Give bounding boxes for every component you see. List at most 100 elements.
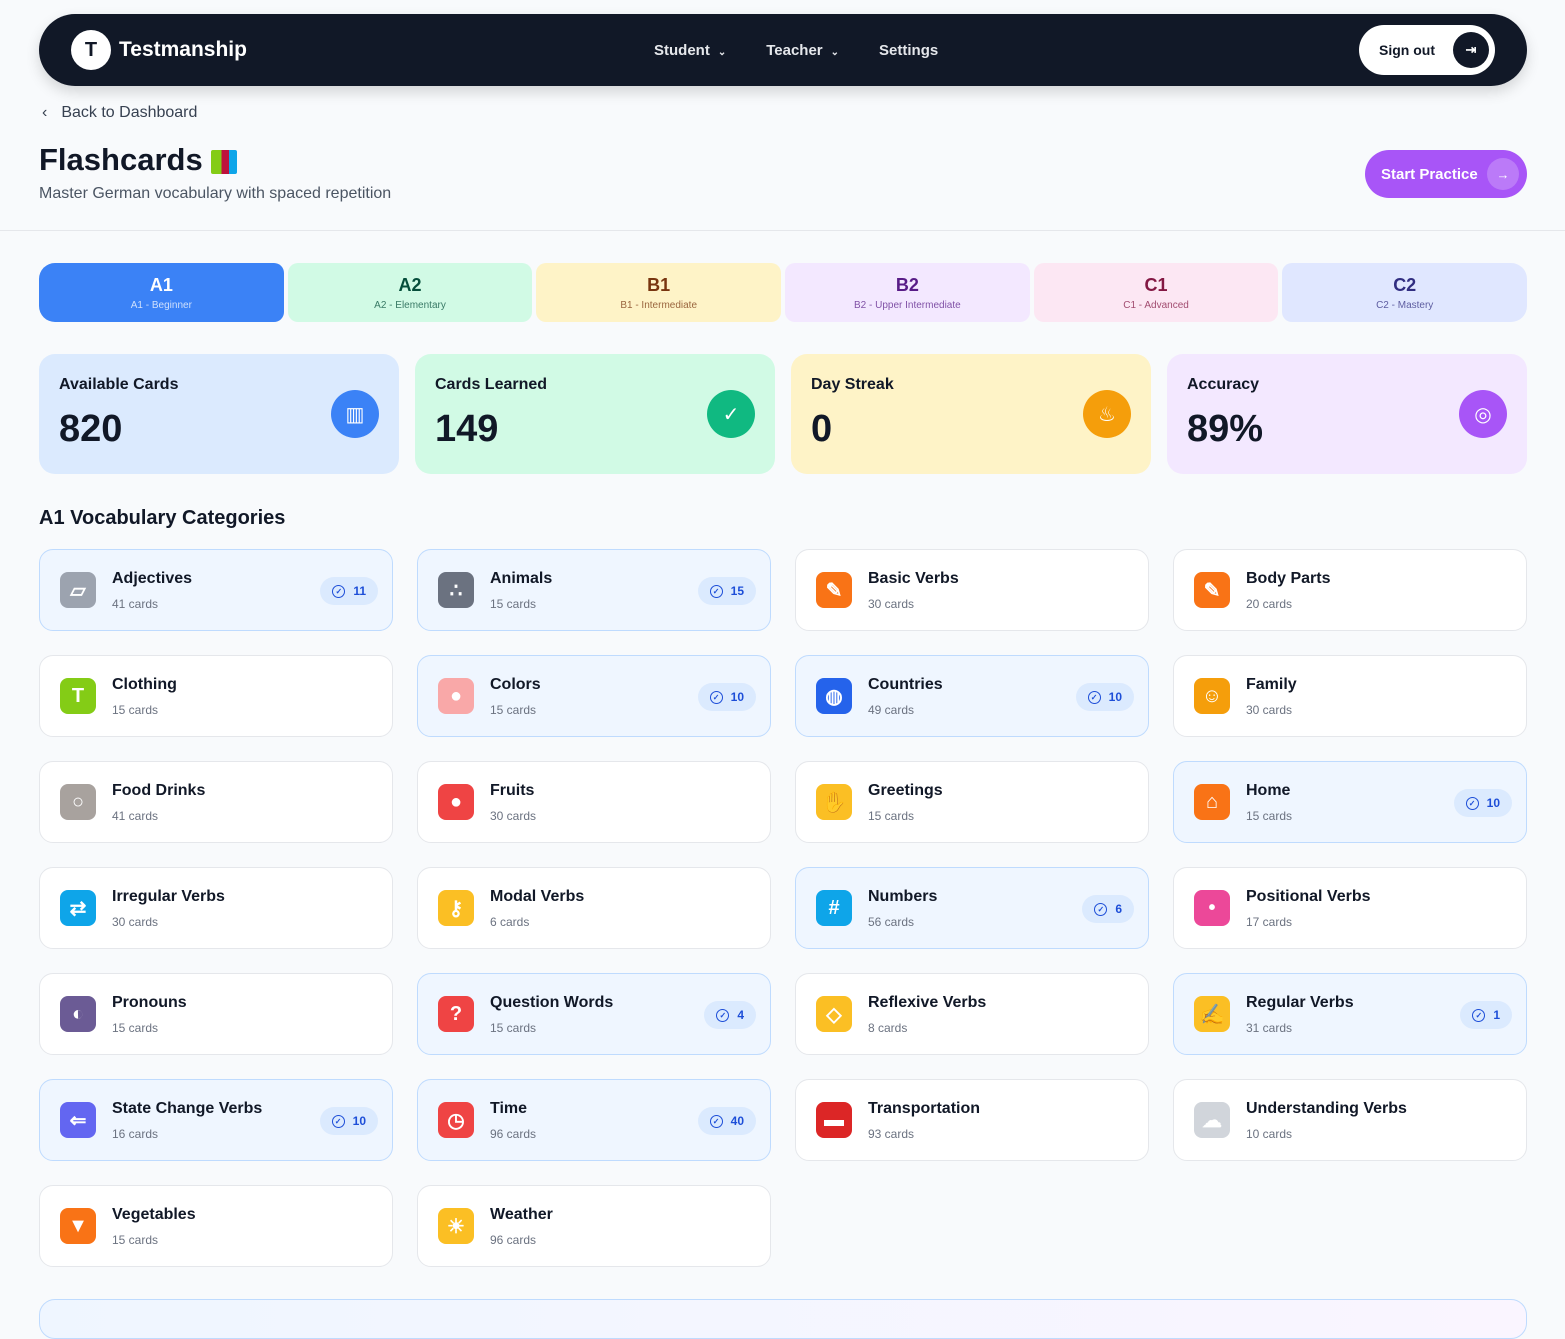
category-card[interactable]: ☀ Weather 96 cards	[417, 1185, 771, 1267]
category-card-count: 15 cards	[1246, 809, 1293, 823]
back-label: Back to Dashboard	[61, 104, 198, 121]
chevron-down-icon: ⌄	[717, 46, 727, 58]
category-card-count: 31 cards	[1246, 1021, 1293, 1035]
category-name: Reflexive Verbs	[868, 994, 987, 1011]
category-card-count: 15 cards	[490, 597, 537, 611]
category-card[interactable]: ● Colors 15 cards ✓ 10	[417, 655, 771, 737]
category-card-count: 16 cards	[112, 1127, 159, 1141]
level-name: A2 - Elementary	[374, 299, 446, 311]
category-card-count: 20 cards	[1246, 597, 1293, 611]
category-name: Clothing	[112, 676, 177, 693]
page-title-text: Flashcards	[39, 142, 203, 177]
check-circle-icon: ✓	[332, 584, 346, 598]
category-card[interactable]: ✍ Regular Verbs 31 cards ✓ 1	[1173, 973, 1527, 1055]
stat-card: Accuracy 89% ◎	[1167, 354, 1527, 474]
category-card[interactable]: ◇ Reflexive Verbs 8 cards	[795, 973, 1149, 1055]
learned-badge: ✓ 10	[1075, 683, 1134, 711]
category-card[interactable]: ▱ Adjectives 41 cards ✓ 11	[39, 549, 393, 631]
category-name: Pronouns	[112, 994, 187, 1011]
category-card[interactable]: ▬ Transportation 93 cards	[795, 1079, 1149, 1161]
tab-level-b2[interactable]: B2 B2 - Upper Intermediate	[785, 263, 1030, 322]
category-card-count: 15 cards	[112, 1021, 159, 1035]
tab-level-a1[interactable]: A1 A1 - Beginner	[39, 263, 284, 322]
learned-badge: ✓ 10	[319, 1107, 378, 1135]
category-icon: T	[60, 678, 96, 714]
top-navbar: T Testmanship Student ⌄ Teacher ⌄ Settings…	[39, 14, 1527, 86]
category-card[interactable]: ● Fruits 30 cards	[417, 761, 771, 843]
category-card[interactable]: ⌂ Home 15 cards ✓ 10	[1173, 761, 1527, 843]
tab-level-c2[interactable]: C2 C2 - Mastery	[1282, 263, 1528, 322]
category-card[interactable]: ✎ Body Parts 20 cards	[1173, 549, 1527, 631]
start-practice-label: Start Practice	[1381, 165, 1478, 183]
category-card-count: 41 cards	[112, 809, 159, 823]
check-circle-icon: ✓	[1094, 902, 1108, 916]
category-name: Question Words	[490, 994, 614, 1011]
stat-card: Cards Learned 149 ✓	[415, 354, 775, 474]
back-to-dashboard-link[interactable]: ‹ Back to Dashboard	[42, 104, 211, 122]
category-card[interactable]: T Clothing 15 cards	[39, 655, 393, 737]
arrow-right-icon: →	[1487, 158, 1519, 190]
category-icon: ◇	[816, 996, 852, 1032]
level-name: C2 - Mastery	[1376, 299, 1434, 311]
stat-value: 0	[811, 408, 833, 450]
category-icon: ◷	[438, 1102, 474, 1138]
category-card[interactable]: ✋ Greetings 15 cards	[795, 761, 1149, 843]
nav-settings[interactable]: Settings	[879, 41, 939, 59]
learned-badge: ✓ 11	[320, 577, 378, 605]
stat-card: Available Cards 820 ▥	[39, 354, 399, 474]
category-name: Weather	[490, 1206, 553, 1223]
category-card[interactable]: ∴ Animals 15 cards ✓ 15	[417, 549, 771, 631]
category-card[interactable]: ⇄ Irregular Verbs 30 cards	[39, 867, 393, 949]
brand-name[interactable]: Testmanship	[119, 38, 247, 61]
learned-badge: ✓ 10	[1453, 789, 1512, 817]
category-name: State Change Verbs	[112, 1100, 263, 1117]
nav-student[interactable]: Student ⌄	[654, 42, 726, 59]
category-card[interactable]: ☺ Family 30 cards	[1173, 655, 1527, 737]
category-card[interactable]: ⚷ Modal Verbs 6 cards	[417, 867, 771, 949]
page-subtitle: Master German vocabulary with spaced rep…	[39, 185, 392, 202]
category-card-count: 15 cards	[112, 703, 159, 717]
category-card[interactable]: ◍ Countries 49 cards ✓ 10	[795, 655, 1149, 737]
category-card[interactable]: ○ Food Drinks 41 cards	[39, 761, 393, 843]
category-name: Basic Verbs	[868, 570, 959, 587]
category-card[interactable]: ◐ Pronouns 15 cards	[39, 973, 393, 1055]
category-card[interactable]: ◷ Time 96 cards ✓ 40	[417, 1079, 771, 1161]
category-card-count: 30 cards	[868, 597, 915, 611]
nav-student-label: Student	[654, 41, 710, 59]
nav-teacher[interactable]: Teacher ⌄	[766, 42, 839, 59]
tab-level-b1[interactable]: B1 B1 - Intermediate	[536, 263, 782, 322]
tab-level-c1[interactable]: C1 C1 - Advanced	[1033, 263, 1279, 322]
tab-level-a2[interactable]: A2 A2 - Elementary	[287, 263, 533, 322]
stat-value: 89%	[1187, 408, 1264, 450]
level-code: C1	[1144, 274, 1168, 295]
category-icon: ⚷	[438, 890, 474, 926]
learned-badge: ✓ 40	[697, 1107, 756, 1135]
category-name: Body Parts	[1246, 570, 1331, 587]
start-practice-button[interactable]: Start Practice →	[1365, 150, 1527, 198]
category-card[interactable]: ? Question Words 15 cards ✓ 4	[417, 973, 771, 1055]
category-card[interactable]: ✎ Basic Verbs 30 cards	[795, 549, 1149, 631]
category-card-count: 15 cards	[868, 809, 915, 823]
logo[interactable]: T	[71, 30, 111, 70]
check-icon: ✓	[707, 390, 755, 438]
category-grid: ▱ Adjectives 41 cards ✓ 11 ∴ Animals 15 cards ✓ 1…	[39, 549, 1527, 1267]
stat-label: Day Streak	[811, 376, 894, 393]
category-card[interactable]: # Numbers 56 cards ✓ 6	[795, 867, 1149, 949]
level-name: B1 - Intermediate	[620, 299, 698, 311]
sign-out-label: Sign out	[1379, 42, 1435, 58]
category-card-count: 10 cards	[1246, 1127, 1293, 1141]
level-code: A1	[149, 274, 173, 295]
section-title: A1 Vocabulary Categories	[39, 507, 286, 529]
stat-label: Available Cards	[59, 376, 179, 393]
books-icon	[211, 149, 238, 174]
check-circle-icon: ✓	[716, 1008, 730, 1022]
category-icon: ◍	[816, 678, 852, 714]
category-card[interactable]: ▼ Vegetables 15 cards	[39, 1185, 393, 1267]
category-icon: ⇄	[60, 890, 96, 926]
sign-out-button[interactable]: Sign out ⇥	[1359, 25, 1495, 75]
category-card-count: 96 cards	[490, 1233, 537, 1247]
category-card-count: 30 cards	[490, 809, 537, 823]
category-card[interactable]: ☁ Understanding Verbs 10 cards	[1173, 1079, 1527, 1161]
category-card[interactable]: ⇐ State Change Verbs 16 cards ✓ 10	[39, 1079, 393, 1161]
category-card[interactable]: • Positional Verbs 17 cards	[1173, 867, 1527, 949]
